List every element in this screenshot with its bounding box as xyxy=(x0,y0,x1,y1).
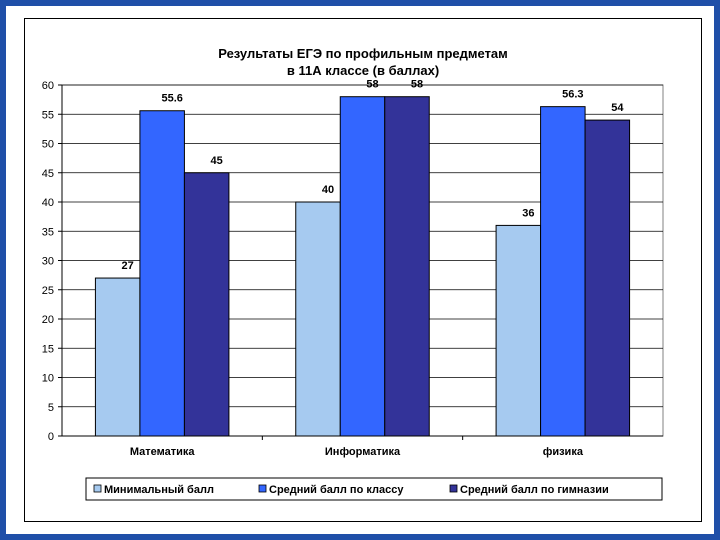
bar xyxy=(384,96,430,437)
data-label: 40 xyxy=(322,184,334,196)
category-label: Математика xyxy=(130,446,196,458)
y-tick-label: 5 xyxy=(48,402,54,414)
bar xyxy=(584,119,631,437)
bar xyxy=(339,96,386,437)
y-tick-label: 20 xyxy=(42,314,54,326)
bar xyxy=(94,277,141,437)
data-label: 45 xyxy=(211,155,223,167)
data-label: 58 xyxy=(411,79,423,91)
bar xyxy=(139,110,185,437)
data-label: 56.3 xyxy=(562,89,583,101)
y-tick-label: 60 xyxy=(42,80,54,92)
y-tick-label: 30 xyxy=(42,256,54,268)
y-tick-label: 50 xyxy=(42,139,54,151)
data-label: 54 xyxy=(611,102,624,114)
category-label: физика xyxy=(543,446,584,458)
data-label: 55.6 xyxy=(161,93,182,105)
y-tick-label: 40 xyxy=(42,197,54,209)
chart-title-line-1: Результаты ЕГЭ по профильным предметам xyxy=(218,46,508,61)
legend-label: Средний балл по гимназии xyxy=(460,484,609,496)
y-tick-label: 0 xyxy=(48,431,54,443)
y-tick-label: 15 xyxy=(42,343,54,355)
bar xyxy=(495,224,542,437)
category-label: Информатика xyxy=(325,446,401,458)
y-tick-label: 45 xyxy=(42,168,54,180)
data-label: 27 xyxy=(122,260,134,272)
chart-title-line-2: в 11А классе (в баллах) xyxy=(286,63,440,78)
y-tick-label: 55 xyxy=(42,109,54,121)
y-tick-label: 25 xyxy=(42,285,54,297)
legend xyxy=(85,477,663,501)
bar xyxy=(183,172,230,437)
data-label: 36 xyxy=(522,207,534,219)
legend-swatch xyxy=(449,484,458,493)
legend-swatch xyxy=(93,484,102,493)
y-tick-label: 10 xyxy=(42,373,54,385)
bar xyxy=(295,201,341,437)
legend-swatch xyxy=(258,484,267,493)
legend-label: Средний балл по классу xyxy=(269,484,404,496)
y-tick-label: 35 xyxy=(42,226,54,238)
bar xyxy=(540,106,586,437)
data-label: 58 xyxy=(366,79,378,91)
legend-label: Минимальный балл xyxy=(104,484,214,496)
chart-title: Результаты ЕГЭ по профильным предметам в… xyxy=(25,45,701,79)
